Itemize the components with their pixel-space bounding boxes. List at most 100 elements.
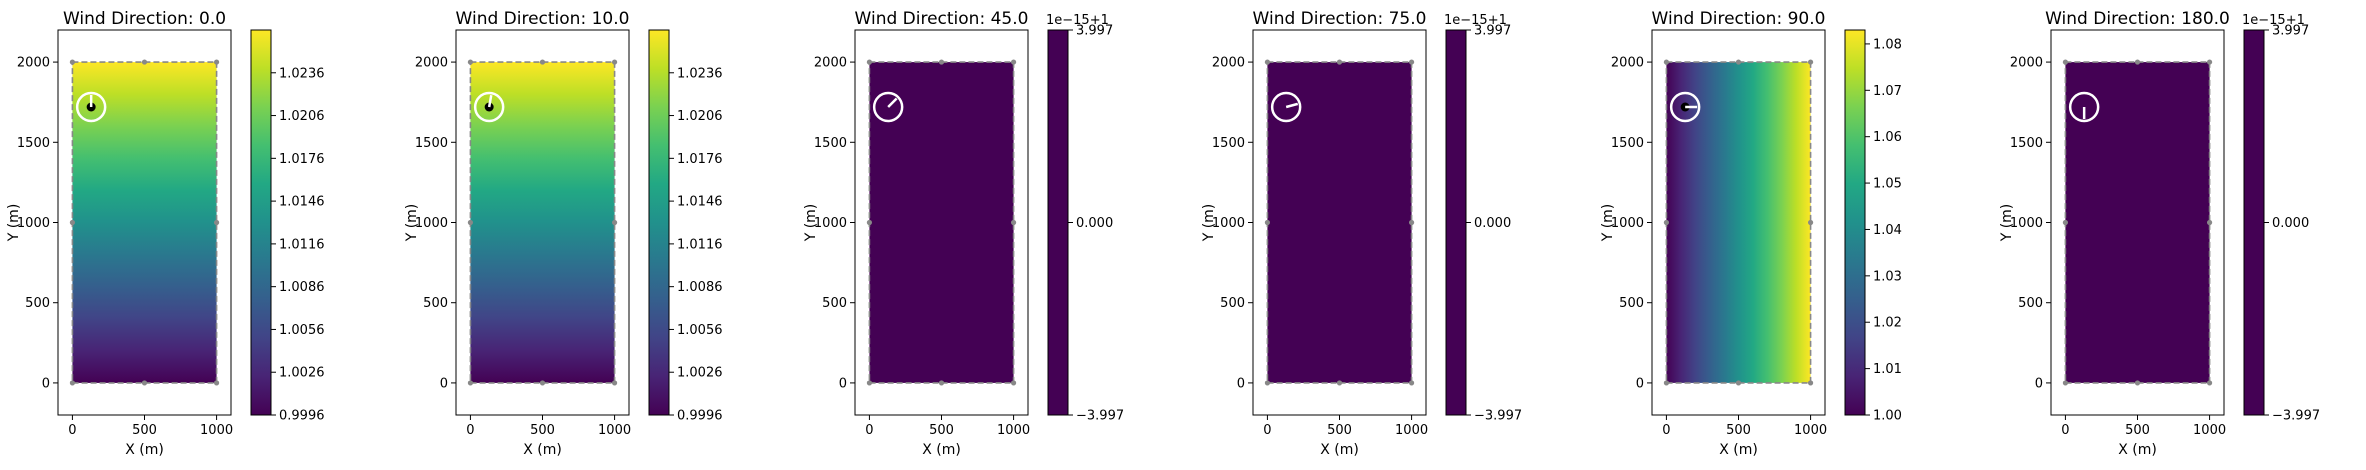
boundary-point xyxy=(2062,380,2069,386)
boundary-point xyxy=(69,380,76,386)
colorbar-tick-label: 1.02 xyxy=(1873,316,1902,331)
boundary-point xyxy=(1264,219,1271,226)
boundary-point xyxy=(1010,380,1017,386)
panel-0: 0 500 1000 0 500 1000 1500 2000 X (m) Y (m) Wind D… xyxy=(6,9,325,458)
y-tick-label: 500 xyxy=(2018,296,2043,311)
panel-1: 0 500 1000 0 500 1000 1500 2000 X (m) Y (m) Wind D… xyxy=(404,9,723,458)
boundary-point xyxy=(1807,219,1814,226)
x-axis-label: X (m) xyxy=(2118,442,2157,458)
colorbar-bar xyxy=(1047,29,1069,416)
field-heatmap xyxy=(2065,62,2210,383)
colorbar-tick-label: 1.04 xyxy=(1873,223,1902,238)
boundary-point xyxy=(467,59,474,65)
boundary-point xyxy=(539,380,546,386)
boundary-point xyxy=(1735,59,1742,65)
x-tick-label: 1000 xyxy=(997,423,1030,438)
y-tick-label: 1500 xyxy=(1212,136,1245,151)
wind-direction-icon xyxy=(2068,91,2100,123)
x-axis-label: X (m) xyxy=(523,442,562,458)
field-heatmap xyxy=(869,62,1014,383)
colorbar-tick-label: 1.0086 xyxy=(279,280,325,295)
y-tick-label: 1500 xyxy=(814,136,847,151)
colorbar-tick-label: 1.0146 xyxy=(677,195,723,210)
x-axis-label: X (m) xyxy=(1320,442,1359,458)
colorbar-tick-label: 0.000 xyxy=(1474,216,1511,231)
x-tick-label: 500 xyxy=(530,423,555,438)
wind-needle-icon xyxy=(1285,102,1299,109)
boundary-point xyxy=(938,59,945,65)
boundary-point xyxy=(539,59,546,65)
colorbar-tick-label: 1.0056 xyxy=(279,323,325,338)
x-axis-label: X (m) xyxy=(922,442,961,458)
colorbar-tick-label: −3.997 xyxy=(2272,409,2320,424)
x-tick-label: 1000 xyxy=(598,423,631,438)
y-tick-label: 500 xyxy=(822,296,847,311)
colorbar-tick-label: 1.00 xyxy=(1873,409,1902,424)
x-tick-label: 0 xyxy=(466,423,474,438)
panel-3: 0 500 1000 0 500 1000 1500 2000 X (m) Y (m) Wind D… xyxy=(1201,9,1522,458)
y-tick-label: 1000 xyxy=(1611,216,1644,231)
boundary-point xyxy=(1264,380,1271,386)
colorbar-tick-label: 1.0206 xyxy=(279,109,325,124)
panel-2: 0 500 1000 0 500 1000 1500 2000 X (m) Y (m) Wind D… xyxy=(803,9,1124,458)
boundary-point xyxy=(141,380,148,386)
panel-4: 0 500 1000 0 500 1000 1500 2000 X (m) Y (m) Wind D… xyxy=(1600,9,1902,458)
x-tick-label: 500 xyxy=(132,423,157,438)
boundary-point xyxy=(2206,219,2213,226)
colorbar-tick-label: 1.0176 xyxy=(677,152,723,167)
x-tick-label: 1000 xyxy=(1794,423,1827,438)
boundary-point xyxy=(1663,59,1670,65)
wind-needle-icon xyxy=(487,94,493,108)
boundary-point xyxy=(866,219,873,226)
panel-title: Wind Direction: 45.0 xyxy=(855,9,1029,29)
x-tick-label: 1000 xyxy=(2193,423,2226,438)
colorbar-bar xyxy=(1445,29,1467,416)
boundary-point xyxy=(1735,380,1742,386)
colorbar-offset-label: 1e−15+1 xyxy=(1444,13,1507,28)
colorbar-tick-label: 1.07 xyxy=(1873,84,1902,99)
colorbar-tick-label: 0.9996 xyxy=(677,409,723,424)
colorbar-tick-label: 1.08 xyxy=(1873,37,1902,52)
y-tick-label: 2000 xyxy=(2010,56,2043,71)
y-tick-label: 0 xyxy=(1237,376,1245,391)
y-tick-label: 500 xyxy=(1619,296,1644,311)
boundary-point xyxy=(2206,380,2213,386)
y-tick-label: 1000 xyxy=(814,216,847,231)
boundary-point xyxy=(611,380,618,386)
y-axis-label: Y (m) xyxy=(6,204,22,243)
colorbar-tick-label: 0.9996 xyxy=(279,409,325,424)
y-axis-label: Y (m) xyxy=(404,204,420,243)
field-heatmap xyxy=(1666,62,1811,383)
x-tick-label: 0 xyxy=(865,423,873,438)
y-tick-label: 0 xyxy=(839,376,847,391)
colorbar-bar xyxy=(648,29,670,416)
y-tick-label: 1500 xyxy=(415,136,448,151)
colorbar-tick-label: 3.997 xyxy=(1474,24,1511,39)
wind-direction-icon xyxy=(473,91,505,123)
boundary-point xyxy=(866,380,873,386)
boundary-point xyxy=(467,219,474,226)
boundary-point xyxy=(611,219,618,226)
boundary-point xyxy=(1807,59,1814,65)
y-tick-label: 2000 xyxy=(1212,56,1245,71)
boundary-point xyxy=(1010,59,1017,65)
boundary-point xyxy=(1408,219,1415,226)
wind-direction-icon xyxy=(1669,91,1701,123)
colorbar-tick-label: 1.0056 xyxy=(677,323,723,338)
panel-title: Wind Direction: 180.0 xyxy=(2045,9,2230,29)
panel-title: Wind Direction: 10.0 xyxy=(456,9,630,29)
y-tick-label: 1500 xyxy=(17,136,50,151)
colorbar-bar xyxy=(250,29,272,416)
boundary-point xyxy=(611,59,618,65)
colorbar-tick-label: 1.03 xyxy=(1873,269,1902,284)
panel-title: Wind Direction: 90.0 xyxy=(1652,9,1826,29)
colorbar-tick-label: 0.000 xyxy=(2272,216,2309,231)
colorbar: 1.00 1.01 1.02 1.03 1.04 1.05 1.06 1.07 1.08 xyxy=(1844,29,1902,424)
x-tick-label: 0 xyxy=(1662,423,1670,438)
y-tick-label: 2000 xyxy=(17,56,50,71)
y-tick-label: 0 xyxy=(1636,376,1644,391)
colorbar-offset-label: 1e−15+1 xyxy=(2242,13,2305,28)
